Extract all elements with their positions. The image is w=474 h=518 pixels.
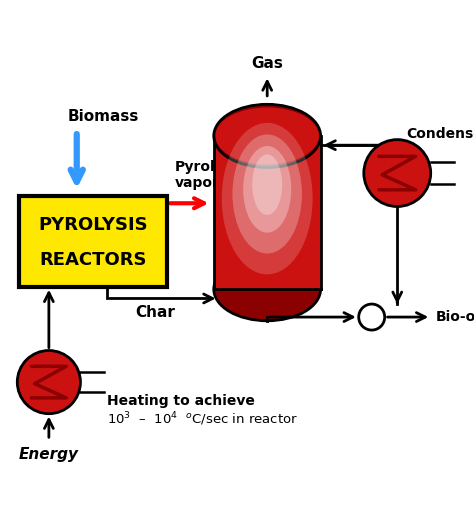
Circle shape (17, 351, 81, 414)
Text: Biomass: Biomass (67, 109, 139, 124)
Polygon shape (214, 136, 320, 289)
Text: PYROLYSIS: PYROLYSIS (38, 217, 148, 234)
Circle shape (364, 140, 431, 207)
Text: $10^3$  –  $10^4$  $^o$C/sec in reactor: $10^3$ – $10^4$ $^o$C/sec in reactor (107, 410, 298, 428)
Text: REACTORS: REACTORS (39, 251, 147, 269)
Bar (18, 196, 167, 287)
Ellipse shape (252, 154, 282, 215)
Text: Heating to achieve: Heating to achieve (107, 394, 255, 408)
Text: Pyrolysis
vapors: Pyrolysis vapors (174, 160, 245, 191)
Text: Gas: Gas (251, 56, 283, 71)
Ellipse shape (232, 135, 302, 253)
Circle shape (359, 304, 385, 330)
Text: Energy: Energy (19, 447, 79, 462)
Ellipse shape (215, 107, 319, 164)
Ellipse shape (214, 104, 320, 167)
Ellipse shape (222, 123, 312, 275)
Text: Bio-oil: Bio-oil (436, 310, 474, 324)
Ellipse shape (243, 146, 291, 233)
Text: Condensers: Condensers (407, 126, 474, 140)
Ellipse shape (214, 257, 320, 321)
Text: Char: Char (135, 306, 175, 321)
